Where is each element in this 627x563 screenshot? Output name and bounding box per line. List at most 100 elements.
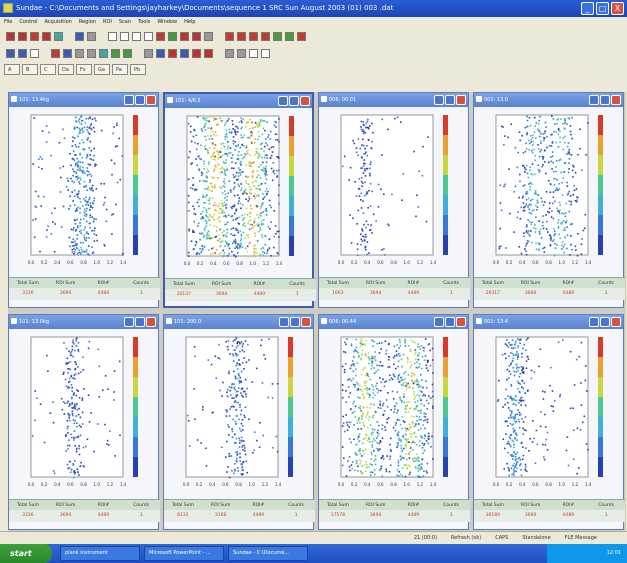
open-icon[interactable] xyxy=(6,31,15,41)
mark-icon[interactable] xyxy=(51,48,60,58)
layout-icon[interactable] xyxy=(168,31,177,41)
image-panel[interactable]: 006: 00.01 0.0 0.2 0.4 0.6 0.8 1.0 1.2 1.4 Total … xyxy=(318,92,470,308)
palette-icon[interactable] xyxy=(156,31,165,41)
layers-icon[interactable] xyxy=(192,48,201,58)
refresh-icon[interactable] xyxy=(54,31,63,41)
export-icon[interactable] xyxy=(180,31,189,41)
panel-minimize-button[interactable] xyxy=(279,317,289,327)
plot-icon[interactable] xyxy=(180,48,189,58)
panel-close-button[interactable] xyxy=(456,95,466,105)
panel-title-bar[interactable]: 101: 13.0kg xyxy=(9,315,158,329)
panel-maximize-button[interactable] xyxy=(290,317,300,327)
histogram-icon[interactable] xyxy=(30,48,39,58)
panel-minimize-button[interactable] xyxy=(434,317,444,327)
panel-minimize-button[interactable] xyxy=(278,96,288,106)
panel-title-bar[interactable]: 006: 00.44 xyxy=(319,315,468,329)
panel-close-button[interactable] xyxy=(301,317,311,327)
panel-minimize-button[interactable] xyxy=(124,317,134,327)
table-icon[interactable] xyxy=(204,48,213,58)
image-icon[interactable] xyxy=(168,48,177,58)
pause-icon[interactable] xyxy=(120,31,129,41)
image-panel[interactable]: 101: 13.0kg 0.0 0.2 0.4 0.6 0.8 1.0 1.2 1.4 Total… xyxy=(8,314,160,530)
forward-icon[interactable] xyxy=(87,48,96,58)
task-plank[interactable]: plank instrument xyxy=(60,546,140,561)
tab-pb[interactable]: Pb xyxy=(130,64,146,75)
arrow-icon[interactable] xyxy=(285,31,294,41)
panel-close-button[interactable] xyxy=(300,96,310,106)
panel-close-button[interactable] xyxy=(611,317,621,327)
panel-close-button[interactable] xyxy=(146,95,156,105)
panel-minimize-button[interactable] xyxy=(434,95,444,105)
panel-maximize-button[interactable] xyxy=(135,317,145,327)
intensity-image[interactable]: 0.0 0.2 0.4 0.6 0.8 1.0 1.2 1.4 xyxy=(9,329,160,499)
panel-maximize-button[interactable] xyxy=(445,95,455,105)
image-panel[interactable]: 101: 13.4kg 0.0 0.2 0.4 0.6 0.8 1.0 1.2 1.4 Total… xyxy=(8,92,160,308)
image-panel[interactable]: 001: 13.0 0.0 0.2 0.4 0.6 0.8 1.0 1.2 1.4 Total S… xyxy=(473,92,625,308)
overlay-icon[interactable] xyxy=(99,48,108,58)
menu-acquisition[interactable]: Acquisition xyxy=(44,19,72,25)
panel-minimize-button[interactable] xyxy=(589,95,599,105)
menu-help[interactable]: Help xyxy=(184,19,196,25)
target-icon[interactable] xyxy=(297,31,306,41)
panel-maximize-button[interactable] xyxy=(289,96,299,106)
cells-icon[interactable] xyxy=(237,48,246,58)
save-icon[interactable] xyxy=(18,31,27,41)
region-1-icon[interactable] xyxy=(225,31,234,41)
panel-title-bar[interactable]: 001: 13.4 xyxy=(474,315,623,329)
list-icon[interactable] xyxy=(132,31,141,41)
view-icon[interactable] xyxy=(18,48,27,58)
region-3-icon[interactable] xyxy=(249,31,258,41)
region-2-icon[interactable] xyxy=(237,31,246,41)
line-icon[interactable] xyxy=(156,48,165,58)
columns-icon[interactable] xyxy=(225,48,234,58)
intensity-image[interactable]: 0.0 0.2 0.4 0.6 0.8 1.0 1.2 1.4 xyxy=(164,329,315,499)
image-panel[interactable]: 101: 200.0 0.0 0.2 0.4 0.6 0.8 1.0 1.2 1.4 Total … xyxy=(163,314,315,530)
panel-minimize-button[interactable] xyxy=(589,317,599,327)
play-icon[interactable] xyxy=(75,48,84,58)
menu-tools[interactable]: Tools xyxy=(138,19,151,25)
step-icon[interactable] xyxy=(111,48,120,58)
minimize-button[interactable]: _ xyxy=(581,2,594,15)
settings-icon[interactable] xyxy=(75,31,84,41)
record-icon[interactable] xyxy=(30,31,39,41)
region-4-icon[interactable] xyxy=(261,31,270,41)
tab-ga[interactable]: Ga xyxy=(94,64,110,75)
intensity-image[interactable]: 0.0 0.2 0.4 0.6 0.8 1.0 1.2 1.4 xyxy=(9,107,160,277)
image-panel[interactable]: 101: 4/6.5 0.0 0.2 0.4 0.6 0.8 1.0 1.2 1.4 Total … xyxy=(163,92,316,308)
tab-b[interactable]: B xyxy=(22,64,38,75)
panel-maximize-button[interactable] xyxy=(135,95,145,105)
panel-minimize-button[interactable] xyxy=(124,95,134,105)
tab-c[interactable]: C xyxy=(40,64,56,75)
panel-maximize-button[interactable] xyxy=(445,317,455,327)
grid-icon[interactable] xyxy=(87,31,96,41)
task-sundae[interactable]: Sundae - C:\Docume... xyxy=(228,546,308,561)
menu-window[interactable]: Window xyxy=(157,19,178,25)
start-button[interactable]: start xyxy=(0,544,52,563)
intensity-image[interactable]: 0.0 0.2 0.4 0.6 0.8 1.0 1.2 1.4 xyxy=(474,329,625,499)
panel-title-bar[interactable]: 101: 4/6.5 xyxy=(165,94,312,108)
panel-maximize-button[interactable] xyxy=(600,95,610,105)
close-button[interactable]: X xyxy=(611,2,624,15)
task-powerpoint[interactable]: Microsoft PowerPoint - ... xyxy=(144,546,224,561)
panel-title-bar[interactable]: 006: 00.01 xyxy=(319,93,468,107)
intensity-image[interactable]: 0.0 0.2 0.4 0.6 0.8 1.0 1.2 1.4 xyxy=(319,329,470,499)
panel-maximize-button[interactable] xyxy=(600,317,610,327)
panel-title-bar[interactable]: 101: 13.4kg xyxy=(9,93,158,107)
step-back-icon[interactable] xyxy=(123,48,132,58)
panel-title-bar[interactable]: 001: 13.0 xyxy=(474,93,623,107)
edit-icon[interactable] xyxy=(249,48,258,58)
stop-icon[interactable] xyxy=(42,31,51,41)
info-icon[interactable] xyxy=(204,31,213,41)
tab-fs[interactable]: Fs xyxy=(76,64,92,75)
tab-da[interactable]: Da xyxy=(58,64,74,75)
menu-file[interactable]: File xyxy=(4,19,13,25)
panel-close-button[interactable] xyxy=(611,95,621,105)
panel-close-button[interactable] xyxy=(146,317,156,327)
tab-a[interactable]: A xyxy=(4,64,20,75)
menu-roi[interactable]: ROI xyxy=(102,19,112,25)
pen-icon[interactable] xyxy=(144,31,153,41)
zoom-icon[interactable] xyxy=(63,48,72,58)
panel-title-bar[interactable]: 101: 200.0 xyxy=(164,315,313,329)
help-icon[interactable] xyxy=(261,48,270,58)
image-panel[interactable]: 006: 00.44 0.0 0.2 0.4 0.6 0.8 1.0 1.2 1.4 Total … xyxy=(318,314,470,530)
